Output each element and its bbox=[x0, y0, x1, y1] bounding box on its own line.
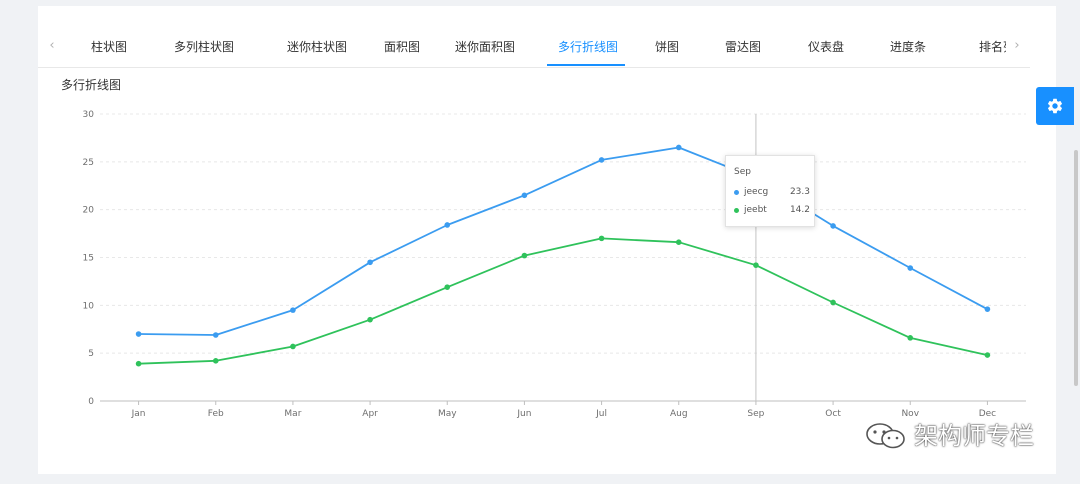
tooltip-row-jeecg: jeecg 23.3 bbox=[734, 187, 810, 199]
tab-5[interactable]: 迷你面积图 bbox=[455, 40, 516, 54]
y-tick-label: 0 bbox=[88, 397, 94, 407]
tooltip-row-jeebt: jeebt 14.2 bbox=[734, 205, 810, 217]
tab-9[interactable]: 仪表盘 bbox=[808, 40, 845, 54]
tab-1[interactable]: 柱状图 bbox=[91, 40, 128, 54]
x-tick-label: Aug bbox=[670, 409, 688, 419]
y-tick-label: 5 bbox=[88, 349, 94, 359]
data-point-jeecg bbox=[907, 265, 914, 271]
data-point-jeecg bbox=[444, 222, 451, 228]
chart-title: 多行折线图 bbox=[61, 78, 122, 92]
data-point-jeecg bbox=[675, 144, 682, 151]
tooltip-value: 14.2 bbox=[789, 205, 810, 215]
x-tick-label: Sep bbox=[747, 409, 764, 419]
data-point-jeebt bbox=[444, 284, 451, 290]
data-point-jeecg bbox=[367, 259, 373, 266]
x-tick-label: Jul bbox=[595, 409, 607, 419]
tab-11[interactable]: 排名列 bbox=[979, 40, 1006, 54]
tooltip-title: Sep bbox=[734, 167, 751, 177]
data-point-jeebt bbox=[367, 316, 373, 323]
data-point-jeecg bbox=[984, 306, 991, 312]
data-point-jeebt bbox=[212, 358, 219, 364]
chart-type-tabbar: ‹ 柱状图 多列柱状图 迷你柱状图 面积图 迷你面积图 多行折线图 饼图 雷达图 仪表盘 进度条 排… bbox=[38, 30, 1030, 68]
tooltip-name: jeecg bbox=[744, 187, 769, 197]
watermark-text: 架构师专栏 bbox=[914, 422, 1034, 450]
tooltip-dot-jeecg bbox=[734, 190, 739, 195]
active-tab-indicator bbox=[547, 64, 625, 66]
data-point-jeecg bbox=[830, 223, 836, 229]
data-point-jeebt bbox=[521, 252, 528, 259]
data-point-jeecg bbox=[521, 192, 528, 199]
tooltip-name: jeebt bbox=[744, 205, 767, 215]
chart-card: ‹ 柱状图 多列柱状图 迷你柱状图 面积图 迷你面积图 多行折线图 饼图 雷达图 仪表盘 进度条排… bbox=[38, 6, 1056, 474]
tooltip-value: 23.3 bbox=[789, 187, 810, 197]
y-tick-label: 30 bbox=[83, 110, 95, 120]
tab-list: 柱状图 多列柱状图 迷你柱状图 面积图 迷你面积图 多行折线图 饼图 雷达图 仪表盘 进度条 排名列 bbox=[56, 30, 1006, 67]
x-tick-label: May bbox=[438, 409, 457, 419]
tab-10[interactable]: 进度条 bbox=[890, 40, 927, 54]
chevron-left-icon[interactable]: ‹ bbox=[49, 38, 55, 53]
data-point-jeebt bbox=[598, 235, 605, 242]
x-tick-label: Jan bbox=[131, 409, 146, 419]
data-point-jeebt bbox=[135, 360, 142, 367]
data-point-jeecg bbox=[290, 307, 296, 313]
x-tick-label: Feb bbox=[208, 409, 224, 419]
data-point-jeecg bbox=[598, 157, 605, 163]
data-point-jeebt bbox=[753, 262, 759, 268]
series-line-jeebt bbox=[138, 237, 988, 365]
tab-3[interactable]: 迷你柱状图 bbox=[287, 40, 348, 54]
gear-icon bbox=[1047, 98, 1063, 114]
tooltip-dot-jeebt bbox=[734, 208, 739, 213]
chevron-right-icon[interactable]: › bbox=[1014, 38, 1020, 53]
data-point-jeecg bbox=[135, 331, 142, 337]
y-tick-label: 10 bbox=[83, 301, 95, 311]
y-tick-label: 15 bbox=[83, 254, 94, 264]
x-tick-label: Dec bbox=[979, 409, 996, 419]
data-point-jeebt bbox=[907, 335, 914, 341]
x-tick-label: Nov bbox=[901, 409, 919, 419]
settings-button[interactable] bbox=[1036, 87, 1074, 125]
x-tick-label: Oct bbox=[825, 409, 841, 419]
tab-6[interactable]: 多行折线图 bbox=[558, 40, 619, 54]
data-point-jeebt bbox=[984, 352, 991, 358]
x-tick-label: Jun bbox=[516, 409, 531, 419]
data-point-jeebt bbox=[290, 343, 296, 350]
data-point-jeebt bbox=[675, 239, 682, 245]
data-point-jeecg bbox=[212, 332, 219, 338]
scrollbar-thumb[interactable] bbox=[1074, 150, 1078, 386]
tab-8[interactable]: 雷达图 bbox=[725, 40, 762, 54]
x-tick-label: Mar bbox=[284, 409, 301, 419]
x-tick-label: Apr bbox=[362, 409, 378, 419]
tab-7[interactable]: 饼图 bbox=[655, 40, 680, 54]
tab-4[interactable]: 面积图 bbox=[384, 40, 421, 54]
wechat-icon bbox=[866, 423, 905, 449]
y-tick-label: 25 bbox=[83, 158, 94, 168]
series-line-jeecg bbox=[138, 146, 988, 336]
chart-tooltip: Sep jeecg 23.3 jeebt 14.2 bbox=[725, 155, 815, 227]
tab-2[interactable]: 多列柱状图 bbox=[174, 40, 235, 54]
y-tick-label: 20 bbox=[83, 206, 95, 216]
data-point-jeebt bbox=[830, 299, 836, 306]
